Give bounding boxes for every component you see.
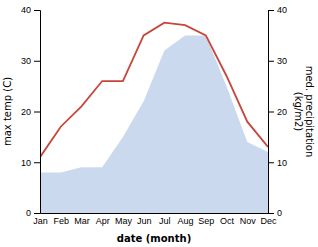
y2-axis: 0 10 20 30 40 (268, 5, 287, 218)
y-tick: 40 (21, 5, 40, 15)
y-tick-label: 0 (26, 208, 31, 218)
y-axis-title: max temp (C) (2, 77, 13, 146)
x-tick-label: Jul (159, 216, 171, 226)
x-tick: Mar (74, 213, 90, 226)
y2-tick-mark (268, 61, 274, 62)
y-tick-mark (34, 213, 40, 214)
y2-tick-mark (268, 112, 274, 113)
chart: JanFebMarAprMayJunJulAugSepOctNovDec0102… (0, 0, 318, 247)
x-tick: Oct (220, 213, 235, 226)
y2-axis-title: med. precipitation(kg/m2) (293, 66, 316, 158)
y2-axis-line (269, 11, 275, 214)
plot: JanFebMarAprMayJunJulAugSepOctNovDec0102… (21, 5, 287, 226)
x-tick: Jan (33, 213, 48, 226)
y-tick-label: 20 (21, 107, 31, 117)
x-tick-label: Dec (260, 216, 277, 226)
y-tick-label: 40 (21, 5, 31, 15)
x-tick-label: Nov (240, 216, 257, 226)
y2-tick-mark (268, 213, 274, 214)
x-tick: Sep (198, 213, 214, 226)
y-tick: 10 (21, 158, 40, 168)
y-axis: 0 10 20 30 40 (21, 5, 41, 218)
x-tick: May (115, 213, 133, 226)
y-tick: 20 (21, 107, 40, 117)
x-tick: Dec (260, 213, 277, 226)
y-tick: 0 (26, 208, 40, 218)
y2-tick: 10 (268, 158, 287, 168)
y2-tick-mark (268, 162, 274, 163)
marks (40, 23, 268, 213)
y2-tick: 40 (268, 5, 287, 15)
x-tick: Feb (53, 213, 69, 226)
y-tick-mark (34, 10, 40, 11)
x-tick-label: Sep (198, 216, 214, 226)
y2-tick-label: 20 (277, 107, 287, 117)
y2-tick-label: 30 (277, 56, 287, 66)
y-axis-line (34, 11, 41, 214)
x-tick-label: May (115, 216, 133, 226)
y2-tick: 30 (268, 56, 287, 66)
x-axis-title: date (month) (117, 233, 191, 244)
precipitation-area (40, 35, 268, 213)
y2-tick-label: 10 (277, 158, 287, 168)
x-tick: Jul (159, 213, 171, 226)
x-tick: Jun (137, 213, 152, 226)
x-tick-label: Aug (178, 216, 194, 226)
x-tick-label: Jan (33, 216, 48, 226)
temperature-line (40, 23, 268, 157)
y2-axis-title-line: (kg/m2) (293, 92, 304, 132)
x-tick-label: Jun (137, 216, 152, 226)
x-axis-line (41, 213, 269, 214)
y-tick-label: 30 (21, 56, 31, 66)
x-tick-label: Oct (220, 216, 235, 226)
y2-tick: 0 (268, 208, 282, 218)
y2-axis-title-line: med. precipitation (304, 66, 315, 158)
y2-tick-label: 40 (277, 5, 287, 15)
y-tick-mark (34, 61, 40, 62)
y2-tick-label: 0 (277, 208, 282, 218)
x-tick-label: Apr (96, 216, 110, 226)
x-axis: Jan Feb Mar Apr May Jun Jul Aug Sep Oct NovDec (33, 213, 277, 226)
y-tick-mark (34, 162, 40, 163)
y-tick-mark (34, 112, 40, 113)
x-tick: Apr (96, 213, 110, 226)
y2-tick: 20 (268, 107, 287, 117)
y-tick: 30 (21, 56, 40, 66)
x-tick-label: Feb (53, 216, 69, 226)
x-tick: Aug (178, 213, 194, 226)
y-tick-label: 10 (21, 158, 31, 168)
x-tick: Nov (240, 213, 257, 226)
y2-tick-mark (268, 10, 274, 11)
x-tick-label: Mar (74, 216, 90, 226)
